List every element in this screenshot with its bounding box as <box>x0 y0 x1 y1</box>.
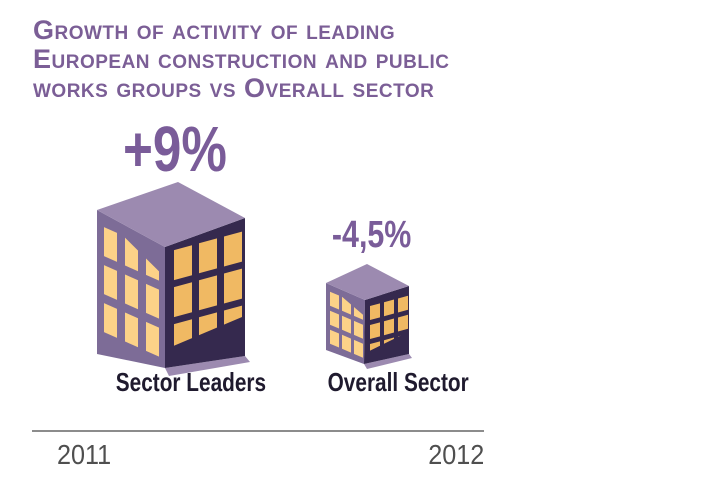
sector-leaders-value: +9% <box>97 113 253 185</box>
sector-leaders-value-text: +9% <box>123 113 227 185</box>
overall-sector-value: -4,5% <box>322 215 418 255</box>
sector-leaders-building-icon <box>97 182 250 376</box>
chart-title-line-3: works groups vs Overall sector <box>33 73 435 103</box>
timeline-year-end: 2012 <box>427 439 484 470</box>
chart-title: Growth of activity of leading European c… <box>33 16 513 103</box>
timeline-year-start: 2011 <box>57 439 112 470</box>
sector-leaders-label: Sector Leaders <box>115 367 267 397</box>
chart-title-line-1: Growth of activity of leading <box>33 15 396 45</box>
timeline-divider <box>32 430 484 432</box>
overall-sector-label: Overall Sector <box>327 367 469 397</box>
overall-sector-building-icon <box>326 264 412 369</box>
chart-title-line-2: European construction and public <box>33 44 450 74</box>
overall-sector-value-text: -4,5% <box>331 214 412 256</box>
